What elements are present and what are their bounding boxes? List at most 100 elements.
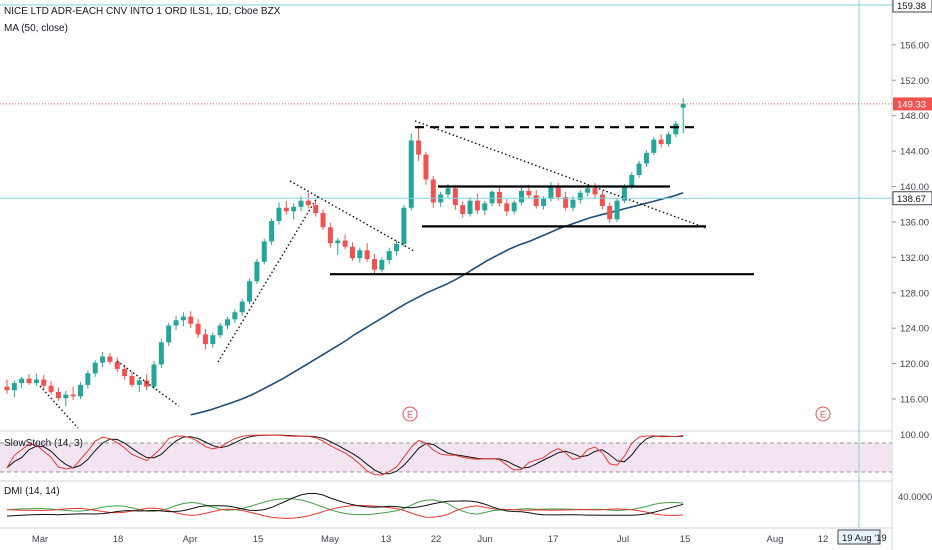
candle-body [504, 203, 510, 212]
candle-body [423, 154, 429, 180]
time-tick-label: 15 [680, 534, 691, 545]
candle-body [78, 384, 83, 397]
candle-body [342, 240, 348, 247]
candle-body [643, 152, 649, 164]
earnings-marker[interactable]: E [402, 406, 418, 422]
earnings-marker[interactable]: E [815, 406, 831, 422]
candle-body [511, 202, 517, 212]
crosshair-price-tag: 138.67 [892, 191, 932, 206]
candle-body [320, 213, 326, 228]
candle-body [247, 281, 253, 302]
candle-body [232, 312, 238, 320]
price-tick-label: 144.00 [900, 147, 929, 158]
candle-body [217, 325, 223, 336]
candle-body [298, 200, 304, 207]
candle-body [621, 186, 627, 201]
price-tick-label: 116.00 [900, 395, 928, 406]
price-tick-label: 124.00 [900, 324, 929, 335]
stoch-axis-tag: 100.00 [900, 430, 929, 441]
candle-body [673, 123, 679, 135]
candle-body [460, 205, 466, 214]
trendline-drawings[interactable] [39, 120, 754, 429]
dmi-plus-line [6, 498, 684, 516]
candle-body [129, 375, 135, 385]
svg-text:138.67: 138.67 [897, 194, 926, 205]
candle-body [107, 356, 113, 362]
candle-body [335, 240, 341, 244]
stochastic-pane: SlowStoch (14, 3) [0, 430, 892, 476]
candle-body [541, 198, 547, 206]
candle-body [291, 206, 297, 212]
top-price-tag: 159.38 [892, 0, 932, 13]
crosshair-date-tag: 19 Aug '19 [837, 529, 887, 545]
candle-body [305, 200, 311, 206]
candle-body [680, 103, 686, 108]
candle-body [261, 241, 267, 262]
svg-text:159.38: 159.38 [897, 1, 926, 12]
dmi-pane: DMI (14, 14) [0, 480, 892, 519]
candle-body [401, 207, 407, 245]
candle-body [555, 185, 561, 198]
price-tick-label: 128.00 [900, 288, 929, 299]
dotted-trendline [217, 195, 319, 363]
chart-title: NICE LTD ADR-EACH CNV INTO 1 ORD ILS1, 1… [4, 6, 281, 17]
candle-body [276, 207, 282, 222]
candle-body [607, 205, 613, 220]
svg-text:E: E [820, 410, 826, 420]
candle-body [41, 379, 47, 386]
candle-body [254, 261, 260, 282]
candle-body [614, 200, 620, 220]
candle-body [629, 175, 635, 187]
time-tick-label: 22 [431, 534, 442, 545]
time-tick-label: Jun [477, 534, 492, 545]
candle-body [85, 373, 91, 385]
candle-body [158, 342, 164, 365]
candle-body [489, 191, 495, 204]
candle-body [563, 197, 569, 208]
candle-body [63, 394, 69, 399]
candle-body [195, 323, 201, 335]
candle-body [55, 391, 61, 399]
price-tick-label: 136.00 [900, 217, 929, 228]
candle-body [430, 179, 436, 203]
candle-body [533, 195, 539, 206]
candle-body [239, 301, 245, 313]
time-tick-label: 13 [381, 534, 392, 545]
candle-body [548, 185, 554, 199]
price-tick-label: 120.00 [900, 359, 929, 370]
candle-body [100, 356, 106, 363]
candle-body [379, 260, 385, 270]
candle-body [122, 368, 128, 376]
time-tick-label: 12 [818, 534, 829, 545]
time-tick-label: Jul [617, 534, 629, 545]
candle-body [136, 380, 142, 385]
candle-body [210, 335, 216, 345]
candle-body [408, 140, 414, 208]
svg-text:100.00: 100.00 [900, 430, 929, 441]
price-tick-label: 140.00 [900, 182, 929, 193]
svg-text:19 Aug '19: 19 Aug '19 [842, 533, 887, 544]
price-tick-label: 156.00 [900, 40, 929, 51]
svg-text:E: E [407, 410, 413, 420]
candle-body [357, 250, 363, 259]
stoch-k-line [6, 434, 684, 476]
candle-body [496, 191, 502, 204]
candle-body [651, 139, 657, 153]
candle-body [144, 380, 150, 387]
candle-body [166, 325, 172, 343]
time-tick-label: Apr [183, 534, 198, 545]
svg-text:149.33: 149.33 [897, 99, 926, 110]
candle-body [577, 192, 583, 200]
dmi-minus-line [6, 504, 684, 519]
svg-text:40.0000: 40.0000 [898, 492, 932, 503]
price-tick-label: 152.00 [900, 76, 929, 87]
candle-body [92, 362, 98, 374]
candle-body [349, 246, 355, 259]
candle-body [372, 259, 377, 270]
time-tick-label: 18 [113, 534, 124, 545]
candle-body [636, 163, 642, 175]
dmi-label: DMI (14, 14) [4, 486, 60, 497]
dotted-trendline [116, 360, 180, 407]
candle-body [33, 379, 39, 384]
